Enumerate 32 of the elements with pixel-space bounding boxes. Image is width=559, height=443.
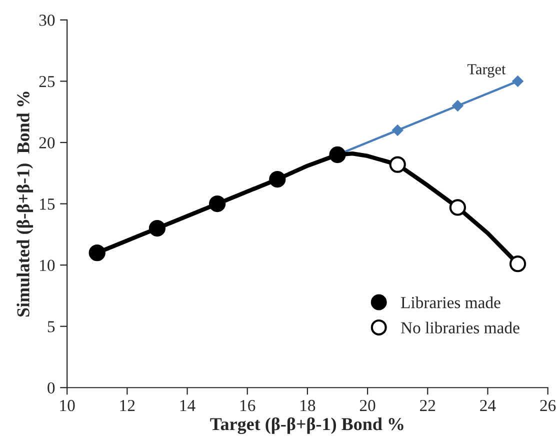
- point: [88, 244, 106, 262]
- y-tick-label: 30: [39, 14, 55, 26]
- x-tick-label: 18: [300, 400, 316, 412]
- y-axis-title: Simulated (β-β+β-1) Bond %: [16, 92, 34, 317]
- y-tick-label: 10: [40, 260, 55, 272]
- x-tick-label: 24: [480, 400, 496, 411]
- point: [449, 199, 466, 216]
- legend-label: No libraries made: [401, 322, 520, 334]
- x-tick-label: 16: [240, 400, 256, 412]
- y-tick-label: 15: [40, 198, 55, 210]
- y-tick-label: 25: [39, 76, 55, 88]
- x-axis-title: Target (β-β+β-1) Bond %: [210, 417, 404, 434]
- x-tick-label: 14: [180, 400, 196, 411]
- point: [148, 220, 166, 237]
- legend-label: Libraries made: [401, 296, 500, 308]
- x-tick-label: 22: [420, 400, 436, 411]
- y-tick-label: 20: [39, 137, 55, 148]
- x-tick-label: 10: [60, 400, 75, 412]
- x-tick-label: 26: [540, 400, 556, 412]
- point: [208, 195, 226, 212]
- x-tick-label: 20: [360, 400, 376, 412]
- y-tick-label: 5: [48, 321, 55, 332]
- point: [392, 124, 404, 136]
- x-tick-label: 12: [120, 400, 135, 411]
- series-label: Target: [468, 64, 506, 78]
- point: [452, 100, 464, 112]
- point: [389, 156, 406, 173]
- point: [509, 256, 526, 272]
- point: [269, 170, 286, 188]
- y-tick-label: 0: [48, 382, 55, 394]
- point: [329, 146, 346, 164]
- point: [512, 76, 524, 87]
